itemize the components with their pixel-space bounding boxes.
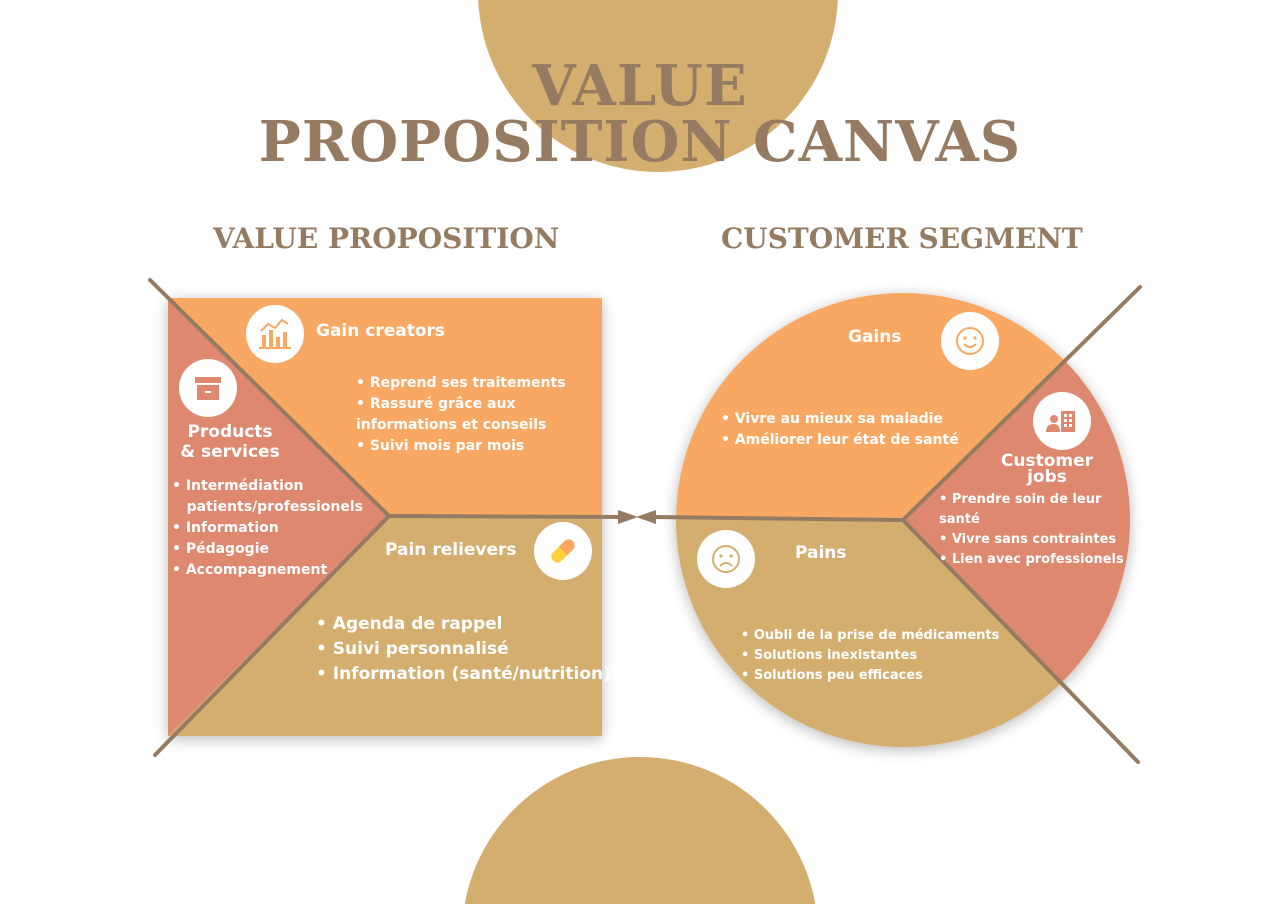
- pains-label: Pains: [795, 543, 847, 563]
- list-item: • Suivi personnalisé: [316, 639, 509, 659]
- pain-relievers-list: • Agenda de rappel • Suivi personnalisé …: [316, 612, 611, 687]
- list-item: • Vivre sans contraintes: [939, 532, 1117, 547]
- list-item: • Solutions inexistantes: [741, 648, 918, 663]
- list-item: • Pédagogie: [172, 541, 270, 557]
- page-title-line2: PROPOSITION CANVAS: [258, 109, 1022, 175]
- customer-segment-heading: CUSTOMER SEGMENT: [721, 222, 1083, 255]
- list-item: • Lien avec professionels: [939, 552, 1124, 567]
- person-building-icon: [1033, 392, 1091, 450]
- pill-icon: [534, 522, 592, 580]
- bottom-decor-circle: [464, 757, 816, 904]
- pains-list: • Oubli de la prise de médicaments • Sol…: [741, 626, 999, 686]
- list-item: • Améliorer leur état de santé: [721, 432, 959, 448]
- sad-face-icon: [697, 530, 755, 588]
- gains-label: Gains: [848, 327, 902, 347]
- list-item: • Prendre soin de leur santé: [939, 492, 1102, 527]
- list-item: • Information: [172, 520, 279, 536]
- list-item: • Vivre au mieux sa maladie: [721, 411, 943, 427]
- divider-lines: [148, 278, 1142, 764]
- customer-jobs-label-line1: Customer: [1000, 451, 1094, 471]
- archive-box-icon: [179, 359, 237, 417]
- list-item: • Solutions peu efficaces: [741, 668, 923, 683]
- products-services-label-line2: & services: [180, 442, 280, 462]
- customer-jobs-list: • Prendre soin de leur santé • Vivre san…: [939, 490, 1124, 570]
- gain-creators-label: Gain creators: [316, 321, 446, 341]
- value-proposition-heading: VALUE PROPOSITION: [213, 222, 560, 255]
- list-item: • Intermédiation patients/professionels: [172, 478, 363, 515]
- top-decor-circle: [478, 0, 838, 172]
- bowtie-connector-right: [636, 510, 656, 524]
- page-title-line1: VALUE: [532, 53, 748, 119]
- smiley-face-icon: [941, 312, 999, 370]
- gains-list: • Vivre au mieux sa maladie • Améliorer …: [721, 409, 959, 451]
- products-services-list: • Intermédiation patients/professionels …: [172, 476, 363, 581]
- list-item: • Agenda de rappel: [316, 614, 503, 634]
- products-services-label-line1: Products: [187, 422, 273, 442]
- list-item: • Rassuré grâce aux informations et cons…: [356, 396, 547, 433]
- pain-relievers-segment: [168, 516, 602, 736]
- list-item: • Oubli de la prise de médicaments: [741, 628, 1000, 643]
- customer-jobs-label-line2: jobs: [1027, 467, 1067, 487]
- gain-creators-list: • Reprend ses traitements • Rassuré grâc…: [356, 373, 566, 457]
- list-item: • Accompagnement: [172, 562, 328, 578]
- pain-relievers-label: Pain relievers: [385, 540, 517, 560]
- list-item: • Suivi mois par mois: [356, 438, 525, 454]
- chart-icon: [246, 305, 304, 363]
- list-item: • Information (santé/nutrition): [316, 664, 611, 684]
- list-item: • Reprend ses traitements: [356, 375, 566, 391]
- bowtie-connector: [618, 510, 638, 524]
